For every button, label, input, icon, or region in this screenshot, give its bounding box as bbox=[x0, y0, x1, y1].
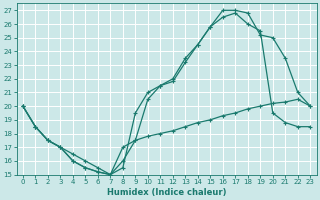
X-axis label: Humidex (Indice chaleur): Humidex (Indice chaleur) bbox=[107, 188, 226, 197]
